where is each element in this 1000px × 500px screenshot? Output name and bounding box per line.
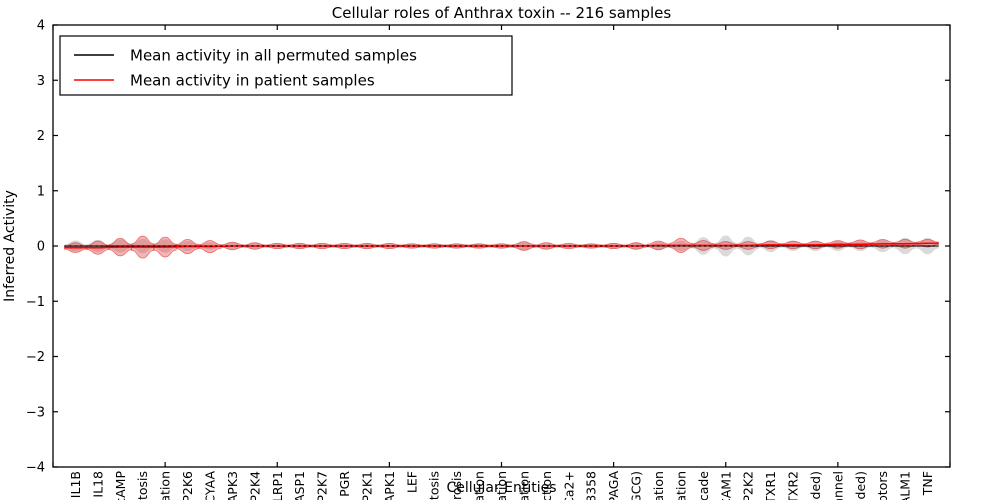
- y-tick-label: −2: [26, 350, 45, 365]
- x-tick-label: macrophage activation: [516, 471, 531, 500]
- x-tick-label: LEF: [404, 471, 419, 493]
- x-tick-label: ANTXR1: [763, 471, 778, 500]
- x-tick-label: CYAA: [202, 471, 217, 500]
- x-tick-label: MAP2K1: [359, 471, 374, 500]
- x-tick-label: necrosis: [449, 471, 464, 500]
- x-tick-label: mol:Ca2+: [561, 471, 576, 500]
- x-tick-label: VCAM1: [718, 471, 733, 500]
- x-tick-label: MAPKKK cascade: [696, 471, 711, 500]
- x-tick-label: negative regulation of myeloid dendritic…: [494, 471, 509, 500]
- x-tick-label: PGR: [337, 471, 352, 497]
- x-tick-label: apoptosis: [427, 471, 442, 500]
- chart-title: Cellular roles of Anthrax toxin -- 216 s…: [332, 4, 672, 22]
- y-tick-label: −3: [26, 405, 45, 420]
- x-tick-label: PAGA: [606, 471, 621, 500]
- x-tick-label: IL18: [90, 471, 105, 498]
- x-tick-label: CALM1: [898, 471, 913, 500]
- legend-box: [59, 35, 513, 96]
- x-tick-label: regulation of endothelial cell prolifera…: [651, 471, 666, 500]
- x-tick-label: IL1B: [68, 471, 83, 498]
- x-tick-label: Lethal toxin (unfolded): [853, 471, 868, 500]
- x-tick-label: MAPK3: [225, 471, 240, 500]
- y-tick-label: 2: [37, 129, 45, 144]
- y-tick-label: −4: [26, 461, 45, 476]
- x-tick-label: mol:Epigallocatechin-3-gallate (EGCG): [629, 471, 644, 500]
- y-tick-label: 0: [37, 240, 45, 255]
- x-tick-label: LOC728358: [584, 471, 599, 500]
- y-axis-title: Inferred Activity: [2, 190, 18, 302]
- legend-label: Mean activity in patient samples: [130, 72, 375, 90]
- x-tick-label: negative regulation of macrophage activa…: [472, 471, 487, 500]
- x-tick-label: MAP2K2: [741, 471, 756, 500]
- x-tick-label: PA/Cellular Receptors: [875, 471, 890, 500]
- x-tick-label: CASP1: [292, 471, 307, 500]
- x-tick-label: ANTXR2: [786, 471, 801, 500]
- x-tick-label: NLRP1: [270, 471, 285, 500]
- x-tick-label: monocyte activation: [673, 471, 688, 500]
- y-tick-label: −1: [26, 295, 45, 310]
- x-tick-label: TNF: [920, 471, 935, 496]
- x-tick-label: platelet activation: [158, 471, 173, 500]
- y-tick-label: 4: [37, 19, 45, 34]
- x-tick-label: mol:cAMP: [113, 471, 128, 500]
- x-tick-label: MAPK1: [382, 471, 397, 500]
- y-tick-label: 3: [37, 74, 45, 89]
- y-tick-label: 1: [37, 184, 45, 199]
- legend-label: Mean activity in all permuted samples: [130, 47, 417, 65]
- x-tick-label: Channel: [830, 471, 845, 500]
- x-tick-label: negative regulation of phagocytosis: [135, 471, 150, 500]
- x-tick-label: MAP2K6: [180, 471, 195, 500]
- x-axis-title: Cellular Entities: [446, 480, 556, 496]
- x-tick-label: Edema toxin (unfolded): [808, 471, 823, 500]
- x-tick-label: MAP2K4: [247, 471, 262, 500]
- x-tick-label: MAP2K7: [315, 471, 330, 500]
- x-tick-label: intracellular pH reduction: [539, 471, 554, 500]
